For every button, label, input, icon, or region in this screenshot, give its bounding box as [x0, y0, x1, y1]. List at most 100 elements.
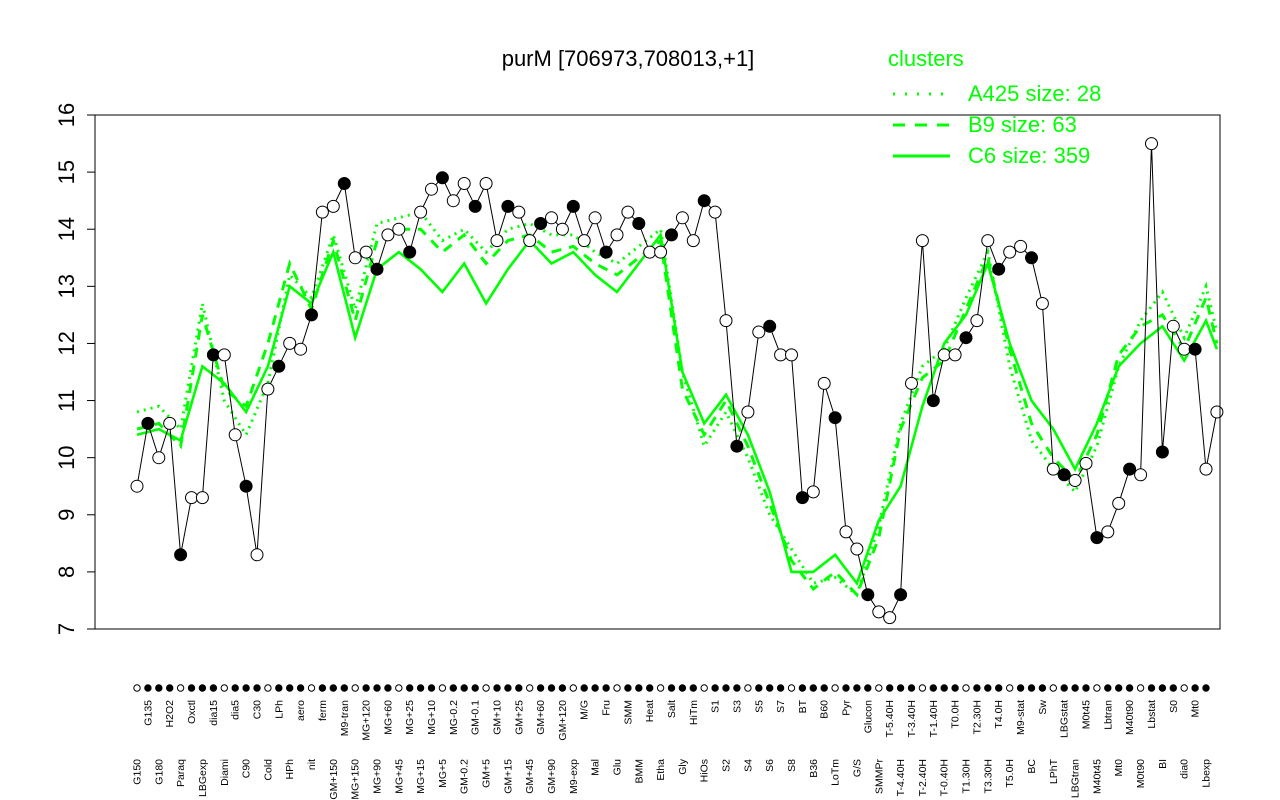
data-point	[1155, 445, 1169, 459]
data-point	[741, 405, 755, 419]
x-tick-label: S0	[1168, 700, 1180, 713]
data-point	[1057, 468, 1071, 482]
y-tick-label: 9	[54, 509, 79, 521]
data-point	[926, 394, 940, 408]
x-tick-label: GM+90	[546, 759, 558, 794]
legend-label-b9: B9 size: 63	[968, 112, 1077, 137]
x-tick-label: HiOs	[699, 759, 711, 782]
x-tick-label: Lbtran	[1102, 700, 1114, 730]
x-rug-mark	[133, 684, 141, 692]
x-tick-label: M9-exp	[568, 759, 580, 794]
x-tick-label: MG+15	[415, 759, 427, 794]
x-rug-mark	[144, 684, 152, 692]
x-tick-label: Etha	[655, 759, 667, 781]
x-tick-label: dia5	[230, 700, 242, 720]
y-tick-label: 14	[54, 217, 79, 241]
data-point	[446, 194, 460, 208]
x-tick-label: GM-0.2	[459, 759, 471, 794]
x-tick-label: M0t90	[1135, 759, 1147, 788]
x-rug-mark	[842, 684, 850, 692]
x-tick-label: Diami	[219, 759, 231, 786]
x-rug-mark	[678, 684, 687, 692]
data-point	[1079, 456, 1093, 470]
x-rug-mark	[962, 684, 970, 692]
x-tick-label: GM+60	[535, 700, 547, 735]
data-point	[305, 308, 318, 322]
x-rug-mark	[711, 684, 719, 692]
data-point	[872, 605, 886, 619]
data-point	[490, 234, 504, 248]
x-tick-label: GM+45	[524, 759, 536, 794]
x-rug-mark	[1016, 684, 1025, 692]
x-tick-label: T5.0H	[1004, 759, 1016, 788]
x-tick-label: MG+60	[382, 700, 394, 735]
y-tick-label: 11	[54, 389, 79, 412]
x-tick-label: Sw	[1037, 700, 1049, 715]
x-tick-label: BC	[1026, 759, 1038, 774]
x-tick-label: BMM	[633, 759, 645, 784]
data-point	[806, 485, 820, 499]
x-rug-mark	[984, 684, 992, 692]
legend: clusters A425 size: 28 B9 size: 63 C6 si…	[888, 46, 1101, 168]
data-point	[632, 217, 646, 230]
data-point	[1014, 239, 1028, 253]
data-point	[130, 479, 144, 493]
data-point	[1199, 462, 1213, 476]
x-tick-label: T2.30H	[971, 700, 983, 734]
data-point	[1112, 496, 1126, 510]
x-rug-mark	[1169, 684, 1178, 692]
legend-label-c6: C6 size: 359	[968, 143, 1090, 168]
legend-label-a425: A425 size: 28	[968, 81, 1101, 106]
data-point	[163, 416, 177, 430]
x-tick-label: T-2.40H	[917, 759, 929, 796]
x-tick-label: B36	[808, 759, 820, 778]
data-point	[1035, 297, 1049, 310]
data-point	[141, 416, 155, 430]
x-rug-mark	[646, 684, 654, 692]
x-rug-mark	[176, 684, 185, 692]
data-point	[795, 491, 809, 505]
x-tick-label: Gly	[677, 758, 689, 775]
data-point	[381, 228, 395, 242]
x-tick-label: MG+150	[350, 759, 362, 800]
x-tick-label: Cold	[262, 759, 274, 781]
x-tick-label: B60	[819, 700, 831, 719]
data-point	[1068, 474, 1082, 487]
data-point	[348, 251, 362, 265]
data-point	[414, 205, 428, 219]
x-rug-mark	[340, 684, 348, 692]
x-rug-mark	[766, 684, 774, 692]
x-tick-label: MG+25	[404, 700, 416, 735]
data-point	[523, 234, 537, 248]
data-point	[239, 479, 253, 493]
x-tick-label: Mt0	[1190, 700, 1202, 718]
x-rug-mark	[384, 684, 392, 692]
x-rug-mark	[995, 684, 1003, 692]
x-rug-mark	[307, 684, 316, 692]
x-rug-mark	[166, 684, 174, 692]
data-point	[261, 382, 275, 396]
x-tick-label: C90	[241, 759, 253, 778]
x-tick-label: MG+10	[426, 700, 438, 735]
data-point	[948, 348, 962, 362]
x-tick-label: M/G	[579, 700, 591, 720]
x-rug-mark	[700, 684, 708, 692]
data-point	[152, 451, 166, 465]
x-tick-label: GM+5	[481, 759, 493, 788]
data-point	[534, 217, 548, 230]
x-tick-label: T1.30H	[961, 759, 973, 793]
x-rug-mark	[1038, 684, 1047, 692]
x-rug-mark	[231, 684, 239, 692]
data-point	[337, 177, 351, 190]
x-tick-label: T-4.40H	[895, 759, 907, 796]
data-point	[294, 342, 308, 356]
x-rug-mark	[929, 684, 937, 692]
x-rug-mark	[1202, 684, 1210, 692]
x-rug-mark	[416, 684, 425, 692]
data-point	[774, 348, 788, 362]
data-point	[850, 542, 864, 556]
x-rug-mark	[515, 684, 523, 692]
x-tick-label: M9-stat	[1015, 700, 1027, 735]
chart-title: purM [706973,708013,+1]	[502, 46, 755, 71]
data-point	[1188, 342, 1202, 356]
